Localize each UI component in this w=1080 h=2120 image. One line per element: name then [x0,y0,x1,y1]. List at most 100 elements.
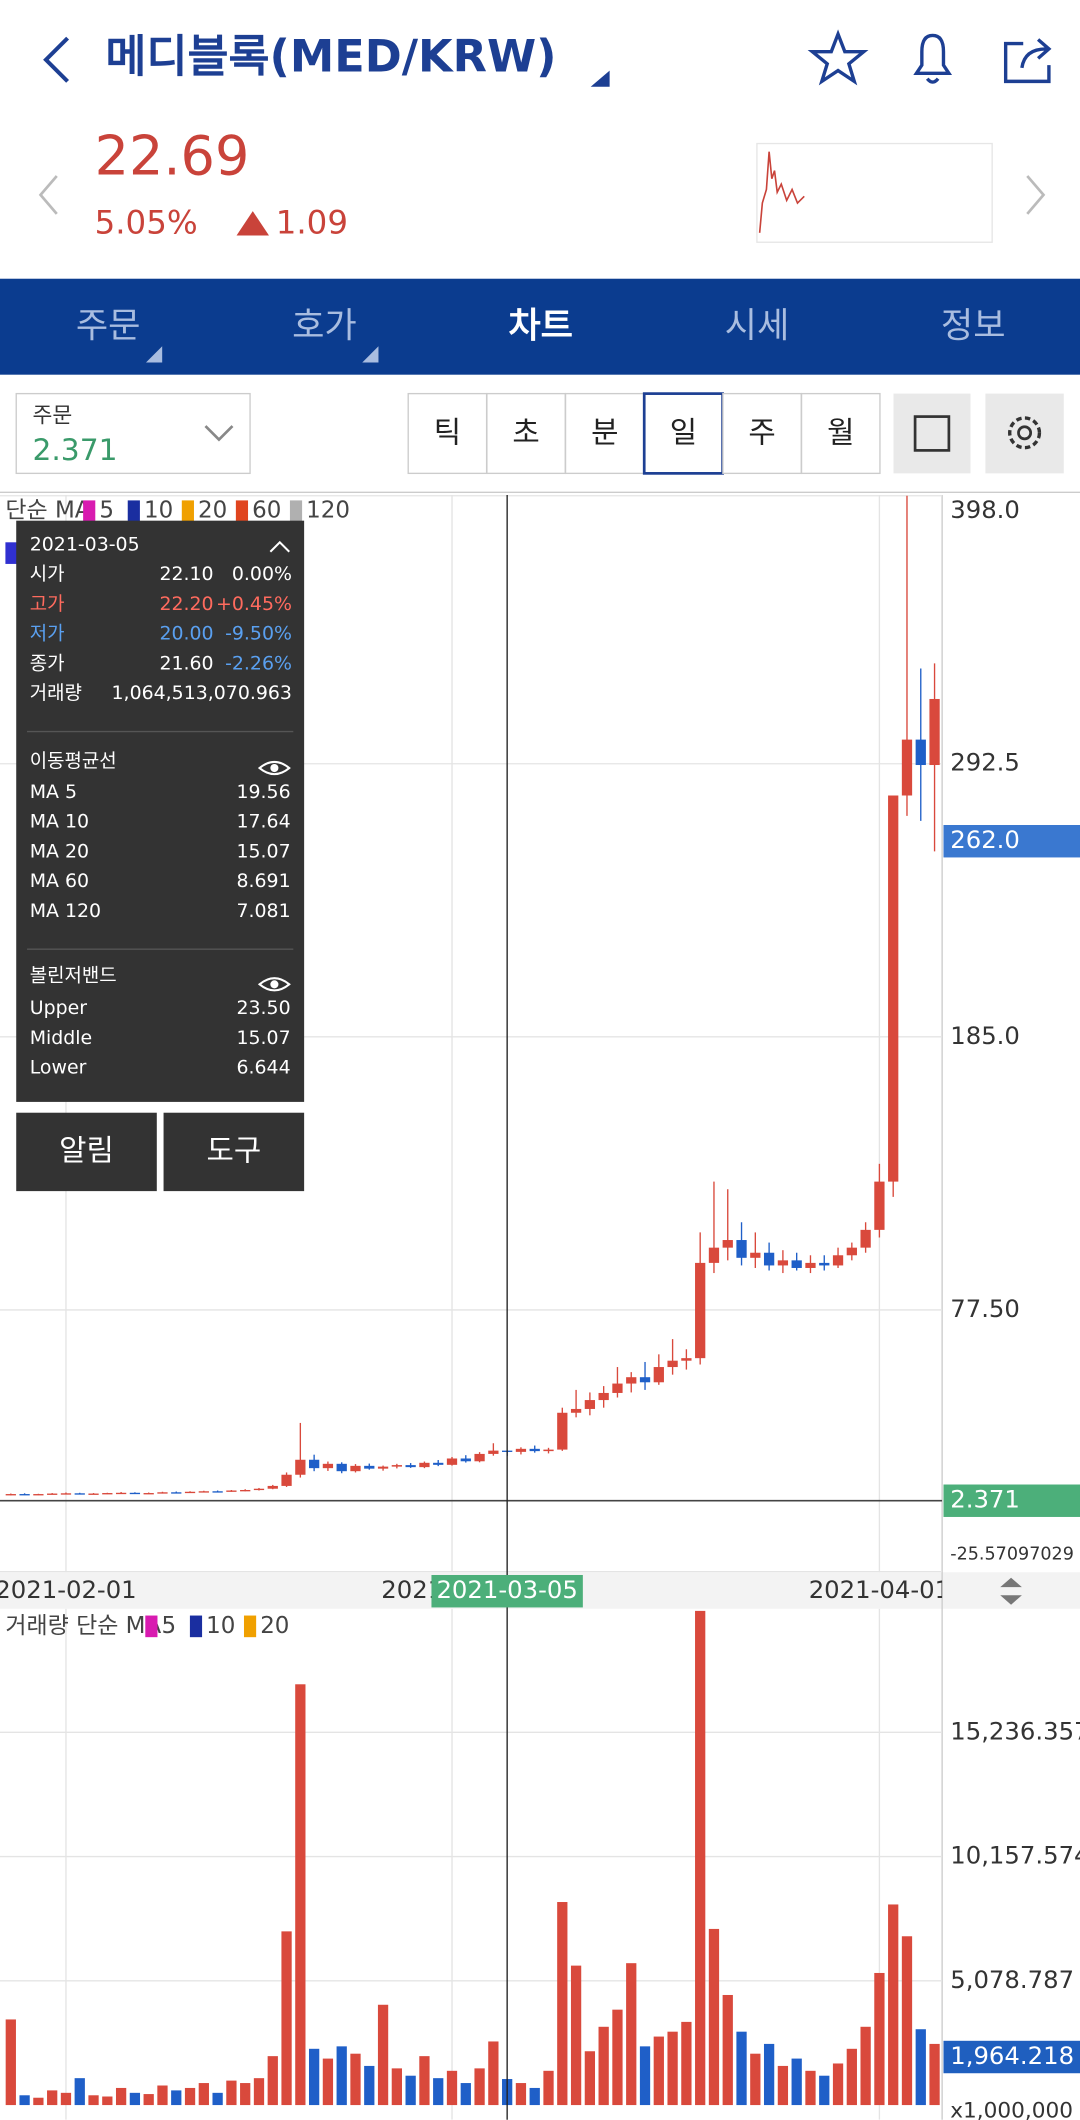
candle-body [295,1459,306,1475]
legend-period: 10 [144,498,173,524]
volume-bar [322,2058,334,2106]
back-button[interactable] [43,36,70,83]
candle-body [405,1465,416,1468]
fullscreen-button[interactable] [893,393,971,474]
volume-bar [667,2031,678,2106]
volume-bar [5,2019,16,2106]
share-icon[interactable] [1003,38,1052,84]
current-price-marker [943,825,1080,858]
square-icon [913,415,951,452]
volume-bar [901,1936,913,2106]
prev-arrow[interactable] [38,175,58,215]
favorite-icon[interactable] [807,29,869,86]
volume-bar [819,2075,830,2106]
tooltip-text: Middle [30,1027,92,1049]
volume-bar [529,2087,540,2106]
tooltip-text: 시가 [30,563,65,585]
x-tick-label: 2021-04-01 [809,1575,950,1604]
candle-body [722,1240,733,1248]
candle-body [874,1181,885,1230]
y-tick-label: 398.0 [950,495,1020,524]
period-button[interactable] [486,392,566,475]
volume-bar [763,2043,775,2106]
candle-body [653,1367,664,1383]
gear-center [1017,425,1033,441]
tab[interactable]: 시세 [725,305,790,346]
candle-body [667,1360,678,1368]
volume-bar [60,2092,72,2106]
candle-body [460,1458,471,1462]
candle-body [488,1450,499,1454]
volume-bar [626,1963,637,2106]
tooltip-text: +0.45% [216,593,292,615]
alarm-icon[interactable] [913,33,953,84]
volume-bar [832,2063,844,2106]
tool-button[interactable] [163,1112,305,1192]
volume-bar [750,2053,761,2106]
volume-bar [405,2075,416,2106]
change: 1.09 [276,204,348,242]
tab[interactable]: 정보 [941,305,1006,346]
price: 22.69 [95,124,250,187]
tab[interactable]: 차트 [508,305,573,346]
period-button[interactable] [722,392,802,475]
candle-body [433,1462,444,1465]
period-button[interactable] [642,392,724,475]
volume-bar [102,2096,113,2106]
tab[interactable]: 호가 [292,305,357,346]
legend-swatch [5,542,18,564]
tooltip-text: MA 20 [30,840,89,862]
tooltip-text: 7.081 [236,900,290,922]
gear-icon [1008,416,1042,450]
title-dropdown[interactable] [590,70,610,87]
order-dropdown[interactable] [204,425,234,442]
volume-bar [929,2043,940,2106]
volume-bar [295,1684,306,2106]
y-tick-label: 5,078.787 [950,1965,1074,1994]
tool-button-label: 도구 [206,1133,261,1168]
order-value: 2.371 [32,433,117,468]
tool-button[interactable] [16,1112,157,1192]
next-arrow[interactable] [1026,175,1046,215]
legend-period: 10 [206,1613,235,1639]
candle-body [515,1448,527,1452]
volume-bar [171,2090,182,2106]
tooltip [16,520,305,1102]
eye-icon[interactable] [257,977,291,992]
volume-bar [184,2087,196,2106]
volume-bar [846,2048,857,2106]
volume-bar [488,2041,499,2106]
candle-body [47,1493,58,1495]
candle-body [639,1377,651,1383]
volume-bar [598,2026,609,2106]
candle-body [846,1247,857,1256]
legend-period: 120 [306,498,350,524]
tooltip-text: 이동평균선 [30,750,117,772]
period-button[interactable] [800,392,881,475]
candle-body [281,1474,292,1486]
resize-handle[interactable] [1000,1577,1022,1605]
candle-body [929,698,940,766]
tooltip-text: MA 120 [30,900,101,922]
volume-bar [708,1928,720,2106]
volume-bar [308,2048,320,2106]
order-price-marker [943,1484,1080,1517]
candle-body [543,1449,554,1452]
candle-body [102,1493,113,1495]
period-button[interactable] [564,392,645,475]
settings-button[interactable] [985,393,1064,474]
candle-body [474,1453,485,1462]
volume-bar [557,1902,568,2106]
volume-bar [33,2097,44,2106]
volume-bar [129,2092,141,2106]
candle-body [832,1255,844,1266]
candle-body [350,1465,361,1472]
volume-bar [226,2080,237,2106]
tooltip-text: 22.10 [159,563,213,585]
eye-icon[interactable] [257,760,291,776]
candle-body [88,1493,99,1495]
tab[interactable]: 주문 [76,305,141,346]
period-button[interactable] [407,392,488,475]
candle-body [198,1491,209,1493]
collapse-icon[interactable] [269,540,290,553]
